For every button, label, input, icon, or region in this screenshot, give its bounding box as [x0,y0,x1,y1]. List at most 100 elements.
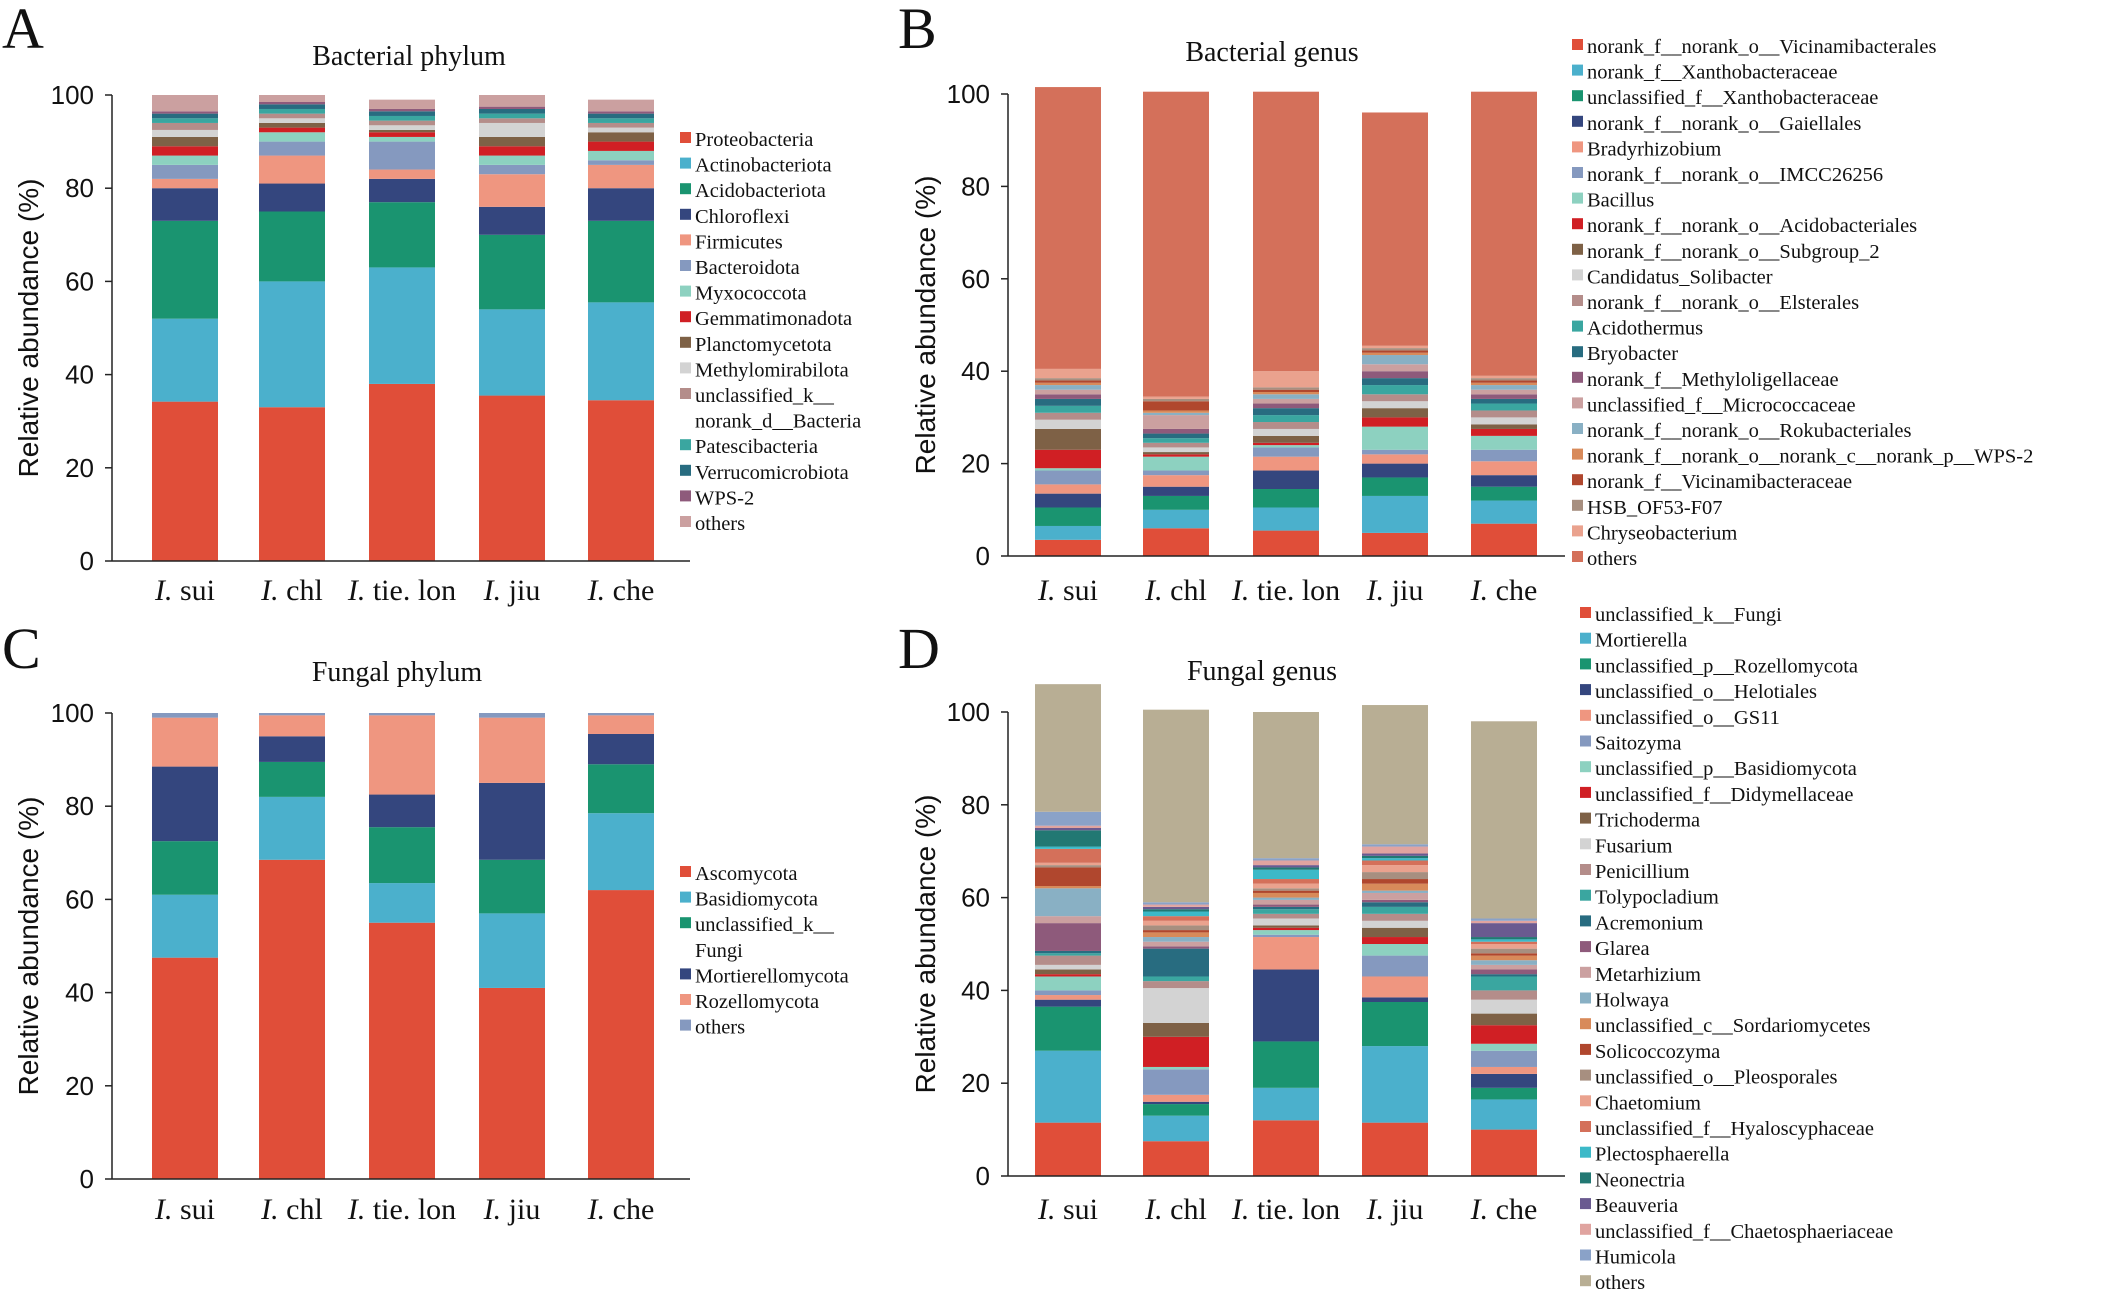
bar-segment [588,127,654,133]
legend-label: others [695,1017,745,1039]
legend-swatch [1572,397,1583,409]
chart-title: Bacterial genus [1185,37,1358,68]
bar-segment [1471,939,1537,942]
bar-segment [1471,1066,1537,1074]
bar-segment [1471,449,1537,462]
bar-segment [1471,523,1537,556]
bar-segment [1143,452,1209,455]
bar-segment [369,169,435,179]
bar-segment [1143,433,1209,439]
bar-segment [1143,412,1209,416]
bar-segment [479,713,545,718]
bar-segment [1035,888,1101,917]
legend-swatch [1580,864,1591,875]
bar-segment [1471,1043,1537,1051]
legend-swatch [680,208,691,220]
bar-segment [369,922,435,1179]
bar-segment [1362,927,1428,938]
bar-segment [1143,904,1209,907]
bar-segment [1143,709,1209,903]
bar-stack-group [1035,87,1537,556]
bar-segment [369,115,435,121]
panel-d: D Fungal genus 0 20 40 60 80 100 Relative abunda… [898,604,1893,1294]
bar-segment [1035,955,1101,965]
bar-segment [1471,475,1537,487]
bar-segment [369,141,435,170]
legend-label: unclassified_p__Basidiomycota [1595,758,1857,780]
bar-segment [1035,398,1101,406]
legend-label: Trichoderma [1595,810,1700,832]
legend-swatch [1580,812,1591,824]
bar-segment [1253,530,1319,556]
bar-segment [259,211,325,282]
bar-segment [259,713,325,716]
bar-segment [1253,909,1319,914]
bar-segment [369,111,435,116]
bar-segment [479,717,545,783]
legend-label: Chaetomium [1595,1092,1701,1114]
bar-segment [1143,486,1209,496]
bar-segment [1143,976,1209,982]
bar-segment [1362,902,1428,907]
bar-segment [1253,906,1319,910]
bar-segment [1143,906,1209,910]
bar-segment [1471,955,1537,961]
y-tick-label: 100 [947,697,990,727]
bar-segment [1362,463,1428,478]
legend-swatch [680,866,691,877]
y-axis-label: Relative abundance (%) [13,797,44,1096]
x-tick-label: I. che [1470,1193,1538,1226]
legend-swatch [1572,218,1583,230]
bar-segment [369,794,435,828]
y-tick-label: 80 [65,791,94,821]
legend-label: Beauveria [1595,1195,1678,1217]
bar-segment [1362,449,1428,455]
bar-segment [1253,899,1319,905]
bar-segment [1035,539,1101,556]
bar-segment [1143,1022,1209,1037]
bar-segment [1253,387,1319,390]
bar-segment [588,113,654,119]
legend-swatch [1572,90,1583,102]
legend-label: Acidobacteriota [695,180,826,202]
bar-segment [1143,981,1209,989]
bar-segment [1035,428,1101,450]
bar-segment [1362,937,1428,944]
bar-segment [369,713,435,716]
bar-segment [1471,976,1537,991]
bar-segment [1253,867,1319,870]
bar-segment [1471,923,1537,938]
bar-segment [1362,385,1428,395]
bar-segment [1362,112,1428,346]
bar-segment [1035,867,1101,886]
legend-label: Acremonium [1595,912,1703,934]
bar-segment [1471,380,1537,383]
bar-segment [1253,470,1319,490]
bar-segment [1143,988,1209,1023]
legend-swatch [1580,1223,1591,1235]
legend-label: others [695,513,745,535]
bar-segment [1253,445,1319,448]
bar-segment [1143,442,1209,448]
bar-segment [588,713,654,716]
bar-segment [1035,405,1101,413]
bar-segment [1471,920,1537,924]
bar-segment [152,318,218,402]
bar-segment [1253,883,1319,889]
legend-label: others [1587,548,1637,570]
legend-swatch [1580,838,1591,850]
bar-segment [1143,932,1209,938]
bar-segment [1143,509,1209,529]
legend-swatch [1580,607,1591,618]
y-tick-label: 20 [961,449,990,479]
legend-swatch [1580,915,1591,927]
bar-segment [1253,408,1319,416]
bar-segment [1362,976,1428,998]
bar-segment [1035,825,1101,828]
bar-segment [1253,1041,1319,1088]
x-tick-label: I. tie. lon [347,1193,456,1226]
bar-segment [1143,909,1209,912]
legend-label: Bacteroidota [695,257,800,279]
bar-segment [1253,913,1319,919]
bar-segment [1035,507,1101,526]
